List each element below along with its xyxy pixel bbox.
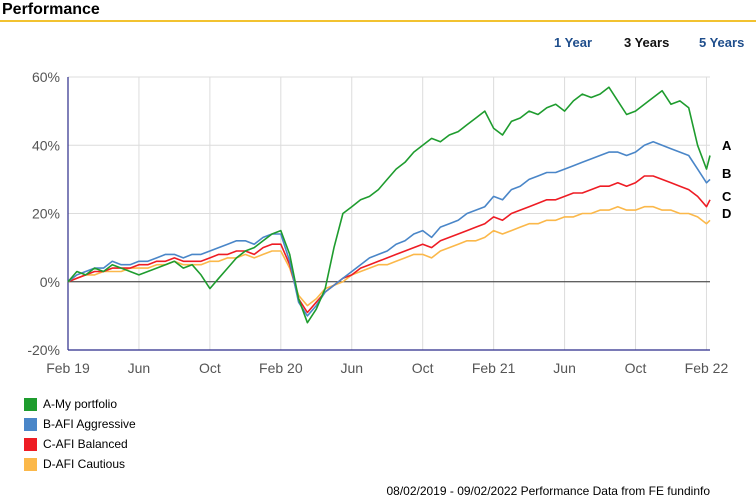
series-end-label-b: B <box>722 166 731 181</box>
performance-line-chart: 60% 40% 20% 0% -20% Feb 19 Jun Oct Feb 20 Jun Oct F… <box>27 69 732 376</box>
legend-label-c: C-AFI Balanced <box>43 437 128 451</box>
series-line-b <box>67 141 711 317</box>
legend-swatch-d <box>24 457 37 471</box>
x-tick-label: Jun <box>128 360 151 376</box>
x-tick-label: Jun <box>553 360 576 376</box>
legend-label-d: D-AFI Cautious <box>43 457 126 471</box>
series-end-label-a: A <box>722 138 732 153</box>
series-end-label-c: C <box>722 189 732 204</box>
series-line-c <box>67 175 711 314</box>
section-title: Performance <box>2 1 100 18</box>
y-tick-label: 40% <box>32 137 60 153</box>
x-tick-label: Oct <box>199 360 221 376</box>
legend-swatch-b <box>24 417 37 431</box>
x-tick-label: Jun <box>340 360 363 376</box>
legend-item-d: D-AFI Cautious <box>24 454 136 474</box>
legend-label-a: A-My portfolio <box>43 397 118 411</box>
x-tick-label: Feb 20 <box>259 360 303 376</box>
x-tick-label: Feb 21 <box>472 360 516 376</box>
series-line-d <box>67 205 711 307</box>
legend-swatch-a <box>24 397 37 411</box>
period-3-years-link[interactable]: 3 Years <box>624 35 670 50</box>
period-1-year-link[interactable]: 1 Year <box>554 35 593 50</box>
period-5-years-link[interactable]: 5 Years <box>699 35 745 50</box>
period-selector: 1 Year 3 Years 5 Years <box>0 35 756 55</box>
y-tick-label: 0% <box>40 274 60 290</box>
series-end-label-d: D <box>722 206 731 221</box>
y-tick-label: 20% <box>32 206 60 222</box>
data-source-footer: 08/02/2019 - 09/02/2022 Performance Data… <box>386 484 710 498</box>
x-tick-label: Feb 19 <box>46 360 90 376</box>
legend-swatch-c <box>24 437 37 451</box>
x-tick-label: Oct <box>625 360 647 376</box>
section-header: Performance <box>0 0 756 22</box>
header-underline <box>0 20 756 22</box>
legend-item-b: B-AFI Aggressive <box>24 414 136 434</box>
series-line-a <box>67 86 711 324</box>
x-tick-label: Oct <box>412 360 434 376</box>
x-tick-label: Feb 22 <box>685 360 729 376</box>
chart-legend: A-My portfolio B-AFI Aggressive C-AFI Ba… <box>24 394 136 474</box>
legend-item-c: C-AFI Balanced <box>24 434 136 454</box>
y-tick-label: -20% <box>27 342 60 358</box>
y-tick-label: 60% <box>32 69 60 85</box>
legend-label-b: B-AFI Aggressive <box>43 417 136 431</box>
legend-item-a: A-My portfolio <box>24 394 136 414</box>
